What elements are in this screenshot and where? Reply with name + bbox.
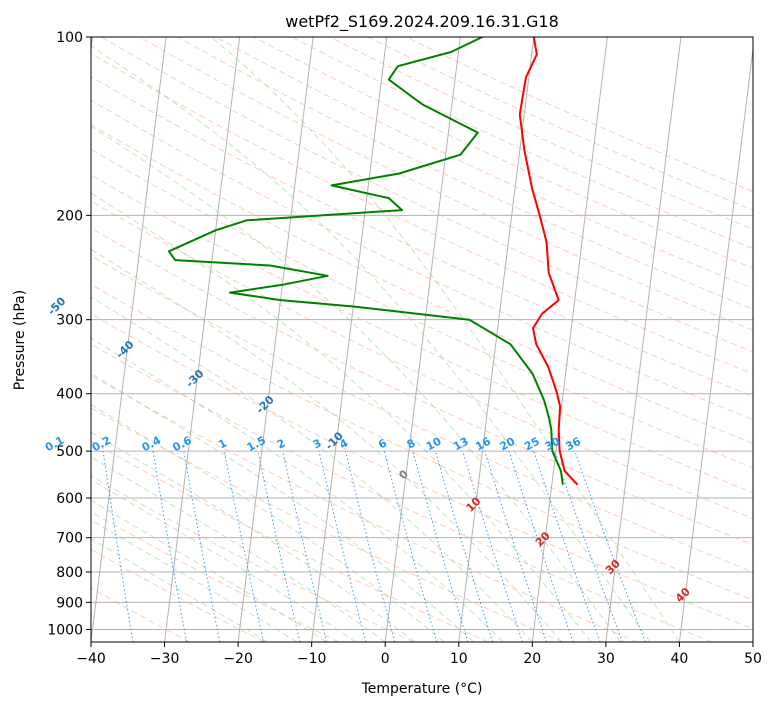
mixing-ratio-line xyxy=(434,450,494,642)
mixing-ratio-label: 20 xyxy=(498,435,518,454)
mixing-ratio-label: 30 xyxy=(543,435,563,454)
moist-adiabat xyxy=(91,296,533,642)
moist-adiabat xyxy=(91,538,268,642)
moist-adiabat xyxy=(91,337,504,642)
y-tick-label: 200 xyxy=(56,208,83,224)
mixing-ratio-label: 13 xyxy=(451,435,471,454)
dry-adiabat xyxy=(91,52,753,375)
x-tick-label: −10 xyxy=(297,651,327,667)
isotherm-line xyxy=(237,37,314,642)
dewpoint-profile xyxy=(167,37,564,485)
mixing-ratio-line xyxy=(484,450,548,642)
y-tick-label: 600 xyxy=(56,491,83,507)
dry-adiabat xyxy=(91,99,753,421)
dry-adiabat xyxy=(91,440,489,642)
x-tick-label: −20 xyxy=(223,651,253,667)
moist-adiabat xyxy=(91,372,474,642)
mixing-ratio-line xyxy=(152,451,188,642)
moist-adiabat xyxy=(91,192,592,642)
mixing-ratio-label: 36 xyxy=(563,435,583,454)
isotherm-line xyxy=(531,37,608,642)
dry-adiabat xyxy=(91,200,753,520)
moist-adiabat xyxy=(91,248,563,642)
chart-title: wetPf2_S169.2024.209.16.31.G18 xyxy=(285,12,559,32)
dry-adiabat xyxy=(91,148,753,469)
plot-area xyxy=(91,37,753,642)
x-tick-label: 50 xyxy=(744,651,762,667)
isotherm-line xyxy=(164,37,241,642)
dry-adiabat xyxy=(91,283,753,601)
mixing-ratio-line xyxy=(533,450,601,642)
isotherm-line xyxy=(678,45,753,642)
mixing-ratio-label: 10 xyxy=(424,435,444,454)
mixing-ratio-line xyxy=(412,450,469,642)
mixing-ratio-line xyxy=(223,451,264,642)
mixing-ratio-line xyxy=(553,450,624,642)
moist-adiabat xyxy=(210,37,680,642)
moist-adiabat xyxy=(91,431,415,642)
mixing-ratio-label: 25 xyxy=(522,435,542,454)
axes: −40 −30 −20 −10 0 10 20 30 40 50 100 200 300 400 500 60… xyxy=(47,30,762,667)
mixing-ratio-line xyxy=(508,450,574,642)
y-tick-label: 500 xyxy=(56,444,83,460)
mixing-ratio-line xyxy=(462,450,523,642)
isotherm-line xyxy=(384,37,461,642)
mixing-ratio-line xyxy=(318,450,367,642)
mixing-ratio-label: 16 xyxy=(473,435,493,454)
temperature-profile xyxy=(518,37,579,486)
mixing-ratio-line xyxy=(257,450,301,642)
dry-adiabat xyxy=(91,75,753,398)
mixing-ratio-line xyxy=(345,450,396,642)
y-tick-label: 100 xyxy=(56,30,83,46)
y-tick-label: 800 xyxy=(56,565,83,581)
mixing-ratio-line xyxy=(183,451,221,642)
y-tick-label: 1000 xyxy=(47,622,83,638)
y-tick-label: 400 xyxy=(56,387,83,403)
isotherm-line xyxy=(605,37,682,642)
x-tick-label: 30 xyxy=(597,651,615,667)
y-tick-label: 900 xyxy=(56,595,83,611)
dry-adiabat xyxy=(101,37,753,353)
x-tick-label: 40 xyxy=(670,651,688,667)
dry-adiabat xyxy=(91,313,753,630)
x-tick-label: 10 xyxy=(450,651,468,667)
moist-adiabat xyxy=(91,456,386,642)
mixing-ratio-line xyxy=(383,450,438,642)
dry-adiabat xyxy=(91,407,563,642)
x-tick-label: −40 xyxy=(76,651,106,667)
dry-adiabat xyxy=(91,227,753,546)
mixing-ratio-line xyxy=(282,450,328,642)
isotherm-line xyxy=(91,37,167,642)
x-tick-label: 20 xyxy=(523,651,541,667)
y-tick-label: 700 xyxy=(56,531,83,547)
x-tick-label: −30 xyxy=(150,651,180,667)
moist-adiabat xyxy=(91,45,651,642)
x-tick-label: 0 xyxy=(381,651,390,667)
dry-adiabat xyxy=(91,343,712,642)
plot-frame xyxy=(90,36,754,643)
moist-adiabat xyxy=(91,125,621,642)
dry-adiabat xyxy=(91,174,753,494)
dry-adiabat xyxy=(91,123,753,445)
moist-adiabat xyxy=(91,519,298,642)
y-axis-label: Pressure (hPa) xyxy=(12,290,28,390)
x-axis-label: Temperature (°C) xyxy=(361,681,483,697)
y-tick-label: 300 xyxy=(56,313,83,329)
mixing-ratio-line xyxy=(102,451,134,642)
